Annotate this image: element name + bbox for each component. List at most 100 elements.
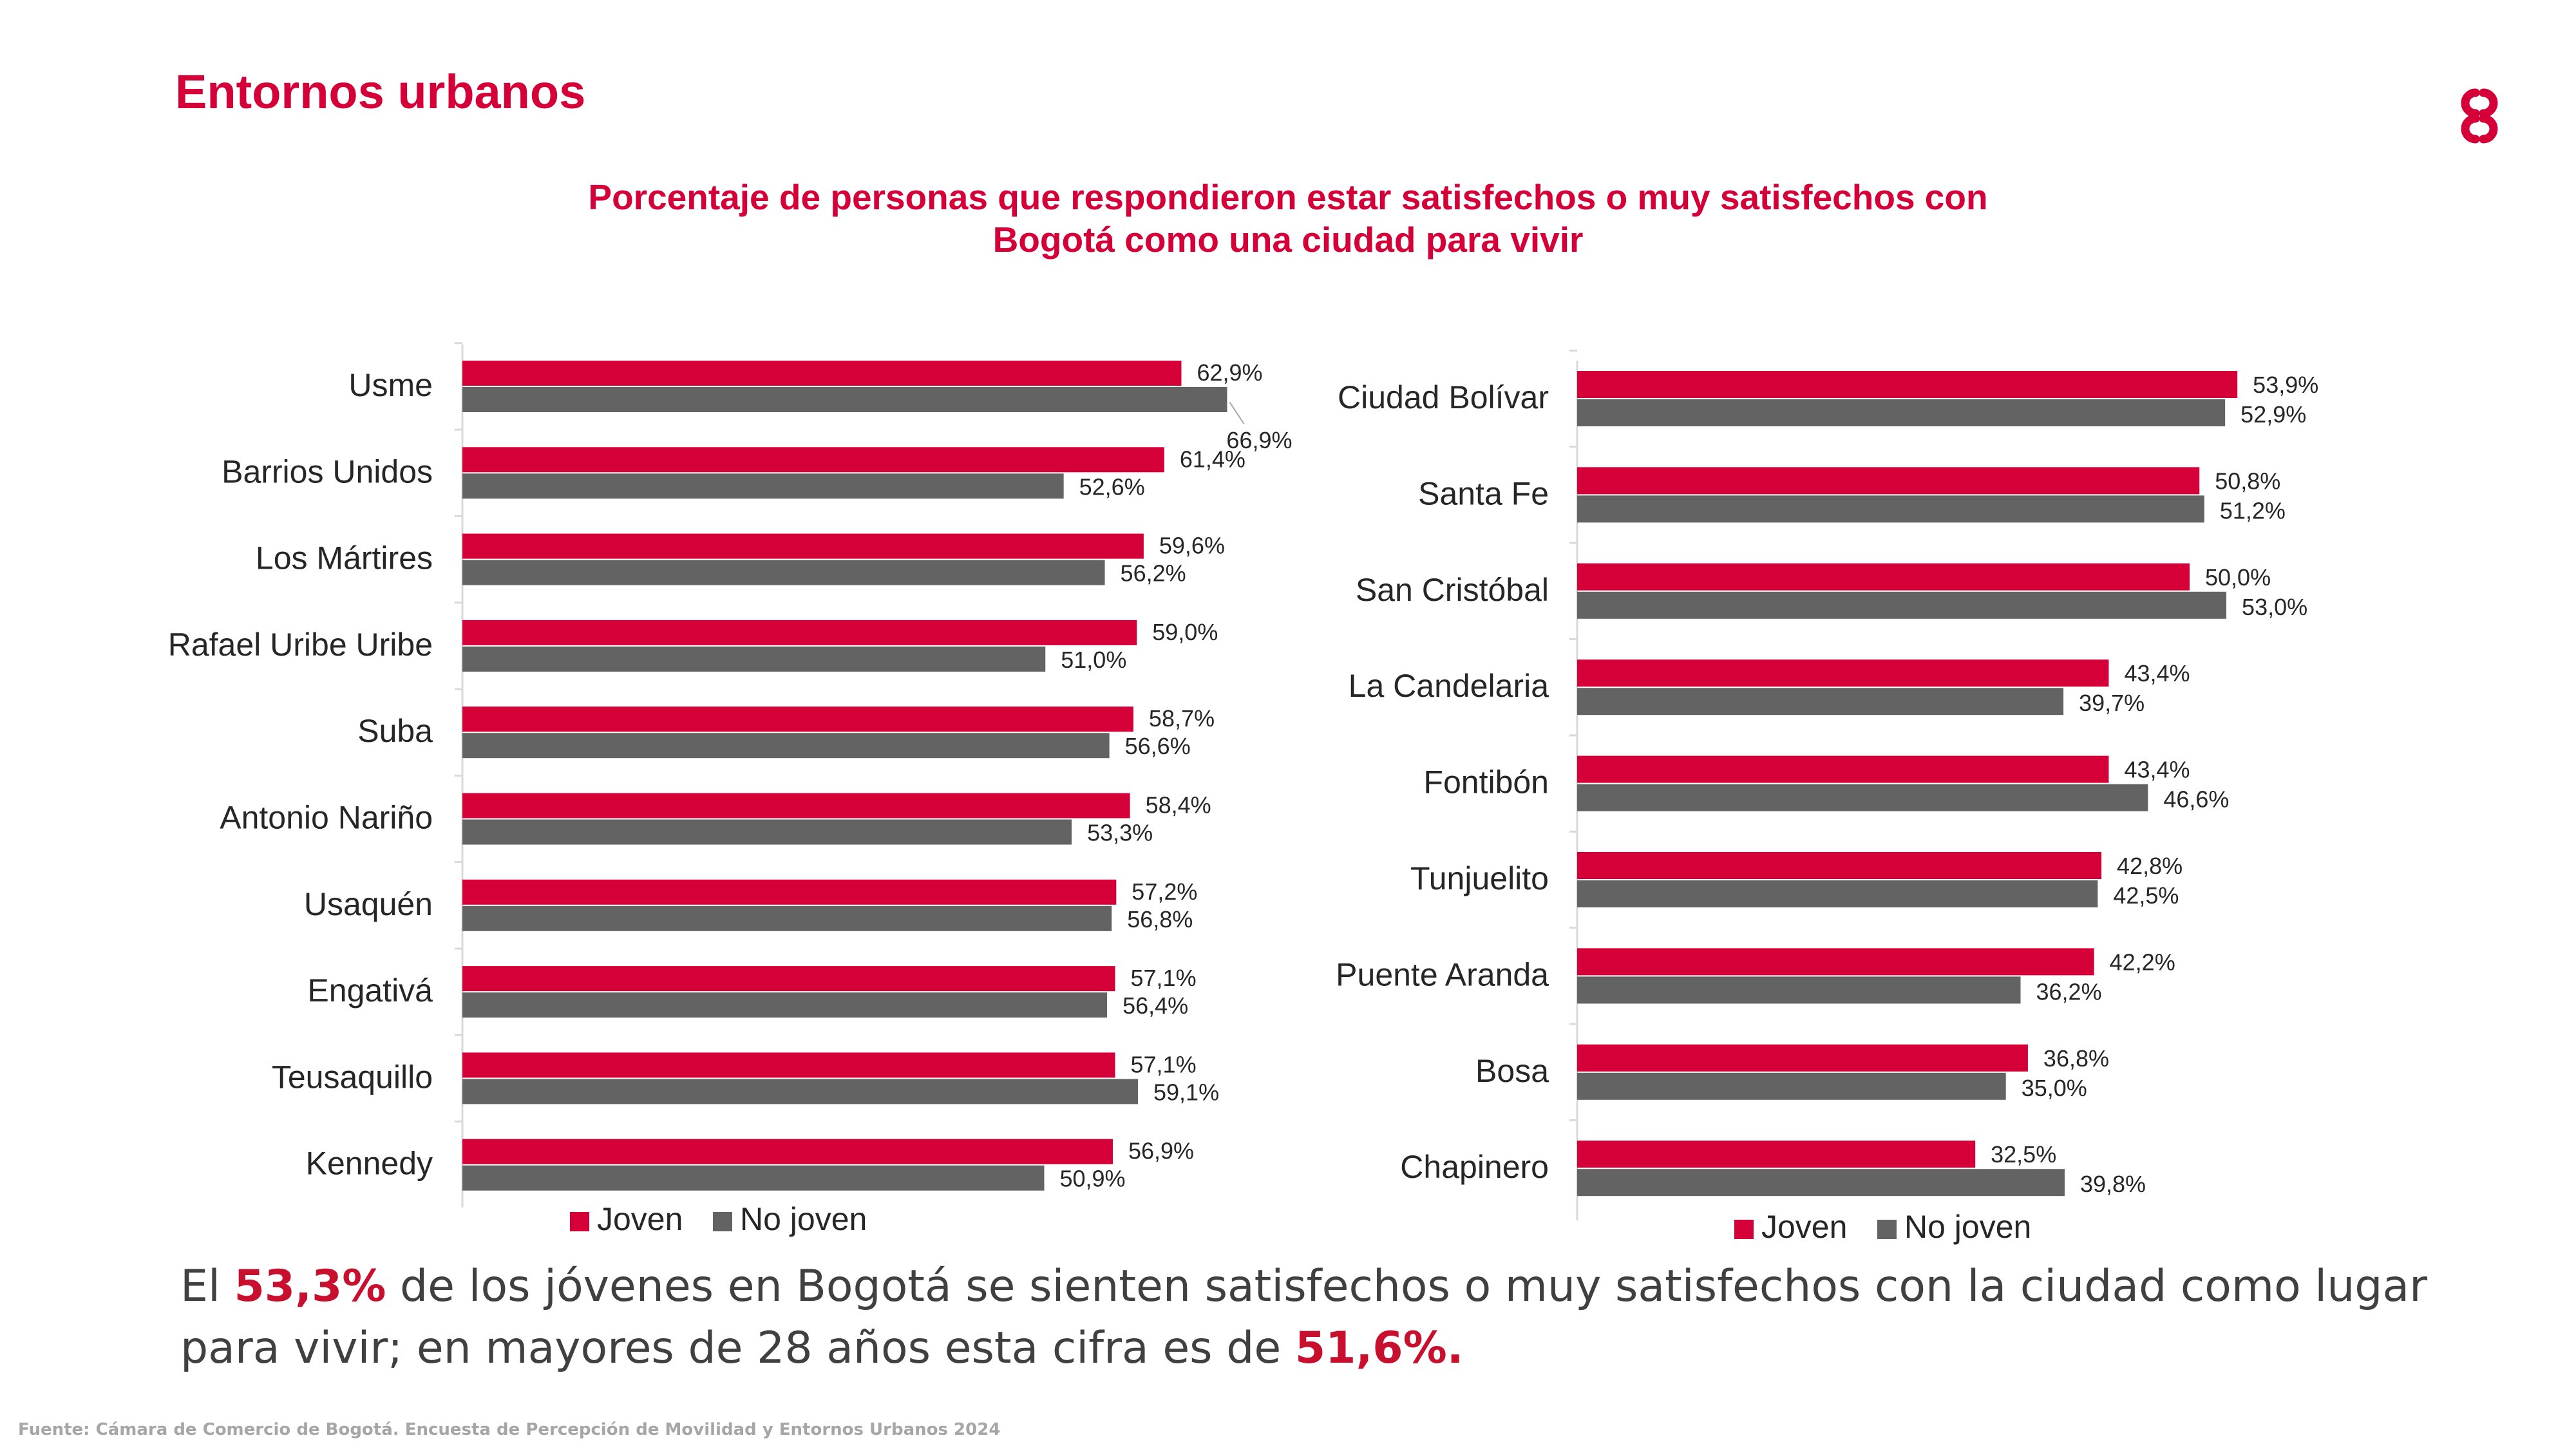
- category-label-usme: Usme: [348, 367, 433, 403]
- data-label-no-joven-tunjuelito: 42,5%: [2113, 882, 2179, 909]
- bar-joven-puente-aranda: [1577, 948, 2094, 976]
- bar-no-joven-usaquen: [462, 905, 1112, 931]
- left-legend-joven-swatch: [570, 1212, 589, 1231]
- category-label-san-cristobal: San Cristóbal: [1356, 572, 1549, 608]
- data-label-joven-puente-aranda: 42,2%: [2110, 949, 2175, 975]
- data-label-no-joven-fontibon: 46,6%: [2163, 786, 2229, 813]
- data-label-no-joven-teusaquillo: 59,1%: [1153, 1079, 1219, 1105]
- category-label-kennedy: Kennedy: [306, 1146, 433, 1182]
- category-label-santa-fe: Santa Fe: [1418, 475, 1549, 511]
- camara-comercio-logo-icon: [2461, 88, 2498, 144]
- data-label-joven-teusaquillo: 57,1%: [1131, 1051, 1197, 1077]
- data-label-joven-usme: 62,9%: [1197, 359, 1262, 386]
- bar-joven-kennedy: [462, 1139, 1113, 1164]
- bar-joven-santa-fe: [1577, 467, 2200, 495]
- bar-no-joven-barrios-unidos: [462, 473, 1064, 499]
- bar-joven-antonio-narino: [462, 793, 1130, 819]
- bar-joven-la-candelaria: [1577, 659, 2109, 687]
- right-legend-no-joven-label: No joven: [1904, 1209, 2031, 1245]
- left-legend-no-joven-swatch: [713, 1212, 732, 1231]
- bar-joven-barrios-unidos: [462, 447, 1164, 473]
- category-label-barrios-unidos: Barrios Unidos: [222, 453, 433, 489]
- bar-joven-bosa: [1577, 1044, 2028, 1072]
- category-label-chapinero: Chapinero: [1400, 1149, 1549, 1185]
- category-label-la-candelaria: La Candelaria: [1349, 668, 1549, 704]
- data-label-joven-chapinero: 32,5%: [1991, 1141, 2056, 1168]
- data-label-joven-santa-fe: 50,8%: [2215, 468, 2280, 494]
- data-label-no-joven-bosa: 35,0%: [2022, 1075, 2087, 1101]
- bar-no-joven-los-martires: [462, 560, 1105, 585]
- bar-no-joven-kennedy: [462, 1165, 1045, 1191]
- summary-value-no-joven: 51,6%.: [1294, 1323, 1464, 1374]
- bar-no-joven-teusaquillo: [462, 1079, 1139, 1104]
- bar-joven-suba: [462, 706, 1133, 732]
- right-legend-joven-swatch: [1734, 1220, 1754, 1239]
- data-label-no-joven-san-cristobal: 53,0%: [2242, 594, 2307, 620]
- data-label-no-joven-la-candelaria: 39,7%: [2079, 690, 2145, 716]
- bar-joven-san-cristobal: [1577, 563, 2190, 591]
- bar-no-joven-antonio-narino: [462, 819, 1072, 845]
- category-label-rafael-uribe-uribe: Rafael Uribe Uribe: [168, 627, 433, 663]
- data-label-joven-antonio-narino: 58,4%: [1146, 792, 1211, 819]
- bar-no-joven-fontibon: [1577, 784, 2148, 811]
- data-label-no-joven-santa-fe: 51,2%: [2220, 497, 2286, 524]
- bar-no-joven-ciudad-bolivar: [1577, 399, 2226, 426]
- category-label-tunjuelito: Tunjuelito: [1410, 860, 1549, 896]
- left-legend-joven-label: Joven: [597, 1201, 683, 1237]
- right-legend-no-joven-swatch: [1877, 1220, 1897, 1239]
- data-label-joven-la-candelaria: 43,4%: [2124, 660, 2190, 687]
- bar-joven-chapinero: [1577, 1141, 1976, 1168]
- data-label-no-joven-antonio-narino: 53,3%: [1087, 820, 1153, 846]
- bar-joven-fontibon: [1577, 755, 2109, 783]
- bar-joven-rafael-uribe-uribe: [462, 620, 1137, 645]
- category-label-puente-aranda: Puente Aranda: [1336, 956, 1549, 992]
- right-legend-joven-label: Joven: [1761, 1209, 1847, 1245]
- summary-part2: de los jóvenes en Bogotá se sienten sati…: [180, 1261, 2428, 1374]
- leader-line-no-joven-usme: [1229, 401, 1245, 424]
- category-label-suba: Suba: [357, 713, 433, 749]
- bar-no-joven-bosa: [1577, 1072, 2006, 1100]
- chart-title-line-1: Porcentaje de personas que respondieron …: [588, 177, 1988, 217]
- category-label-engativa: Engativá: [307, 972, 433, 1009]
- data-label-no-joven-puente-aranda: 36,2%: [2036, 978, 2102, 1005]
- data-label-joven-suba: 58,7%: [1149, 705, 1215, 732]
- data-label-joven-fontibon: 43,4%: [2124, 757, 2190, 783]
- bar-no-joven-san-cristobal: [1577, 591, 2227, 619]
- bar-no-joven-la-candelaria: [1577, 688, 2064, 715]
- data-label-no-joven-chapinero: 39,8%: [2080, 1171, 2146, 1197]
- bar-joven-usaquen: [462, 879, 1117, 905]
- bar-no-joven-rafael-uribe-uribe: [462, 646, 1046, 672]
- bar-joven-tunjuelito: [1577, 852, 2102, 879]
- category-label-ciudad-bolivar: Ciudad Bolívar: [1338, 379, 1549, 415]
- data-label-joven-bosa: 36,8%: [2043, 1045, 2109, 1072]
- summary-value-joven: 53,3%: [234, 1261, 386, 1312]
- data-label-no-joven-los-martires: 56,2%: [1121, 560, 1186, 587]
- summary-text: El 53,3% de los jóvenes en Bogotá se sie…: [180, 1256, 2434, 1379]
- data-label-joven-tunjuelito: 42,8%: [2117, 853, 2183, 879]
- bar-no-joven-tunjuelito: [1577, 880, 2098, 907]
- data-label-joven-rafael-uribe-uribe: 59,0%: [1152, 619, 1218, 645]
- bar-no-joven-usme: [462, 387, 1227, 412]
- data-label-joven-san-cristobal: 50,0%: [2205, 564, 2271, 591]
- source-note: Fuente: Cámara de Comercio de Bogotá. En…: [18, 1420, 1001, 1439]
- bar-no-joven-engativa: [462, 992, 1108, 1018]
- page-title: Entornos urbanos: [175, 65, 586, 118]
- data-label-joven-barrios-unidos: 61,4%: [1180, 446, 1245, 472]
- category-label-fontibon: Fontibón: [1423, 764, 1549, 800]
- bar-no-joven-chapinero: [1577, 1169, 2065, 1197]
- bar-joven-teusaquillo: [462, 1052, 1115, 1078]
- data-label-joven-los-martires: 59,6%: [1159, 533, 1225, 559]
- data-label-no-joven-usaquen: 56,8%: [1127, 906, 1193, 933]
- category-label-teusaquillo: Teusaquillo: [272, 1059, 433, 1095]
- category-label-bosa: Bosa: [1475, 1053, 1549, 1089]
- data-label-joven-engativa: 57,1%: [1131, 965, 1197, 991]
- data-label-no-joven-rafael-uribe-uribe: 51,0%: [1061, 647, 1126, 673]
- bar-joven-usme: [462, 361, 1182, 386]
- bar-no-joven-puente-aranda: [1577, 976, 2021, 1004]
- data-label-no-joven-ciudad-bolivar: 52,9%: [2240, 401, 2306, 428]
- data-label-joven-usaquen: 57,2%: [1132, 878, 1197, 905]
- data-label-joven-ciudad-bolivar: 53,9%: [2253, 372, 2318, 398]
- data-label-no-joven-engativa: 56,4%: [1122, 992, 1188, 1019]
